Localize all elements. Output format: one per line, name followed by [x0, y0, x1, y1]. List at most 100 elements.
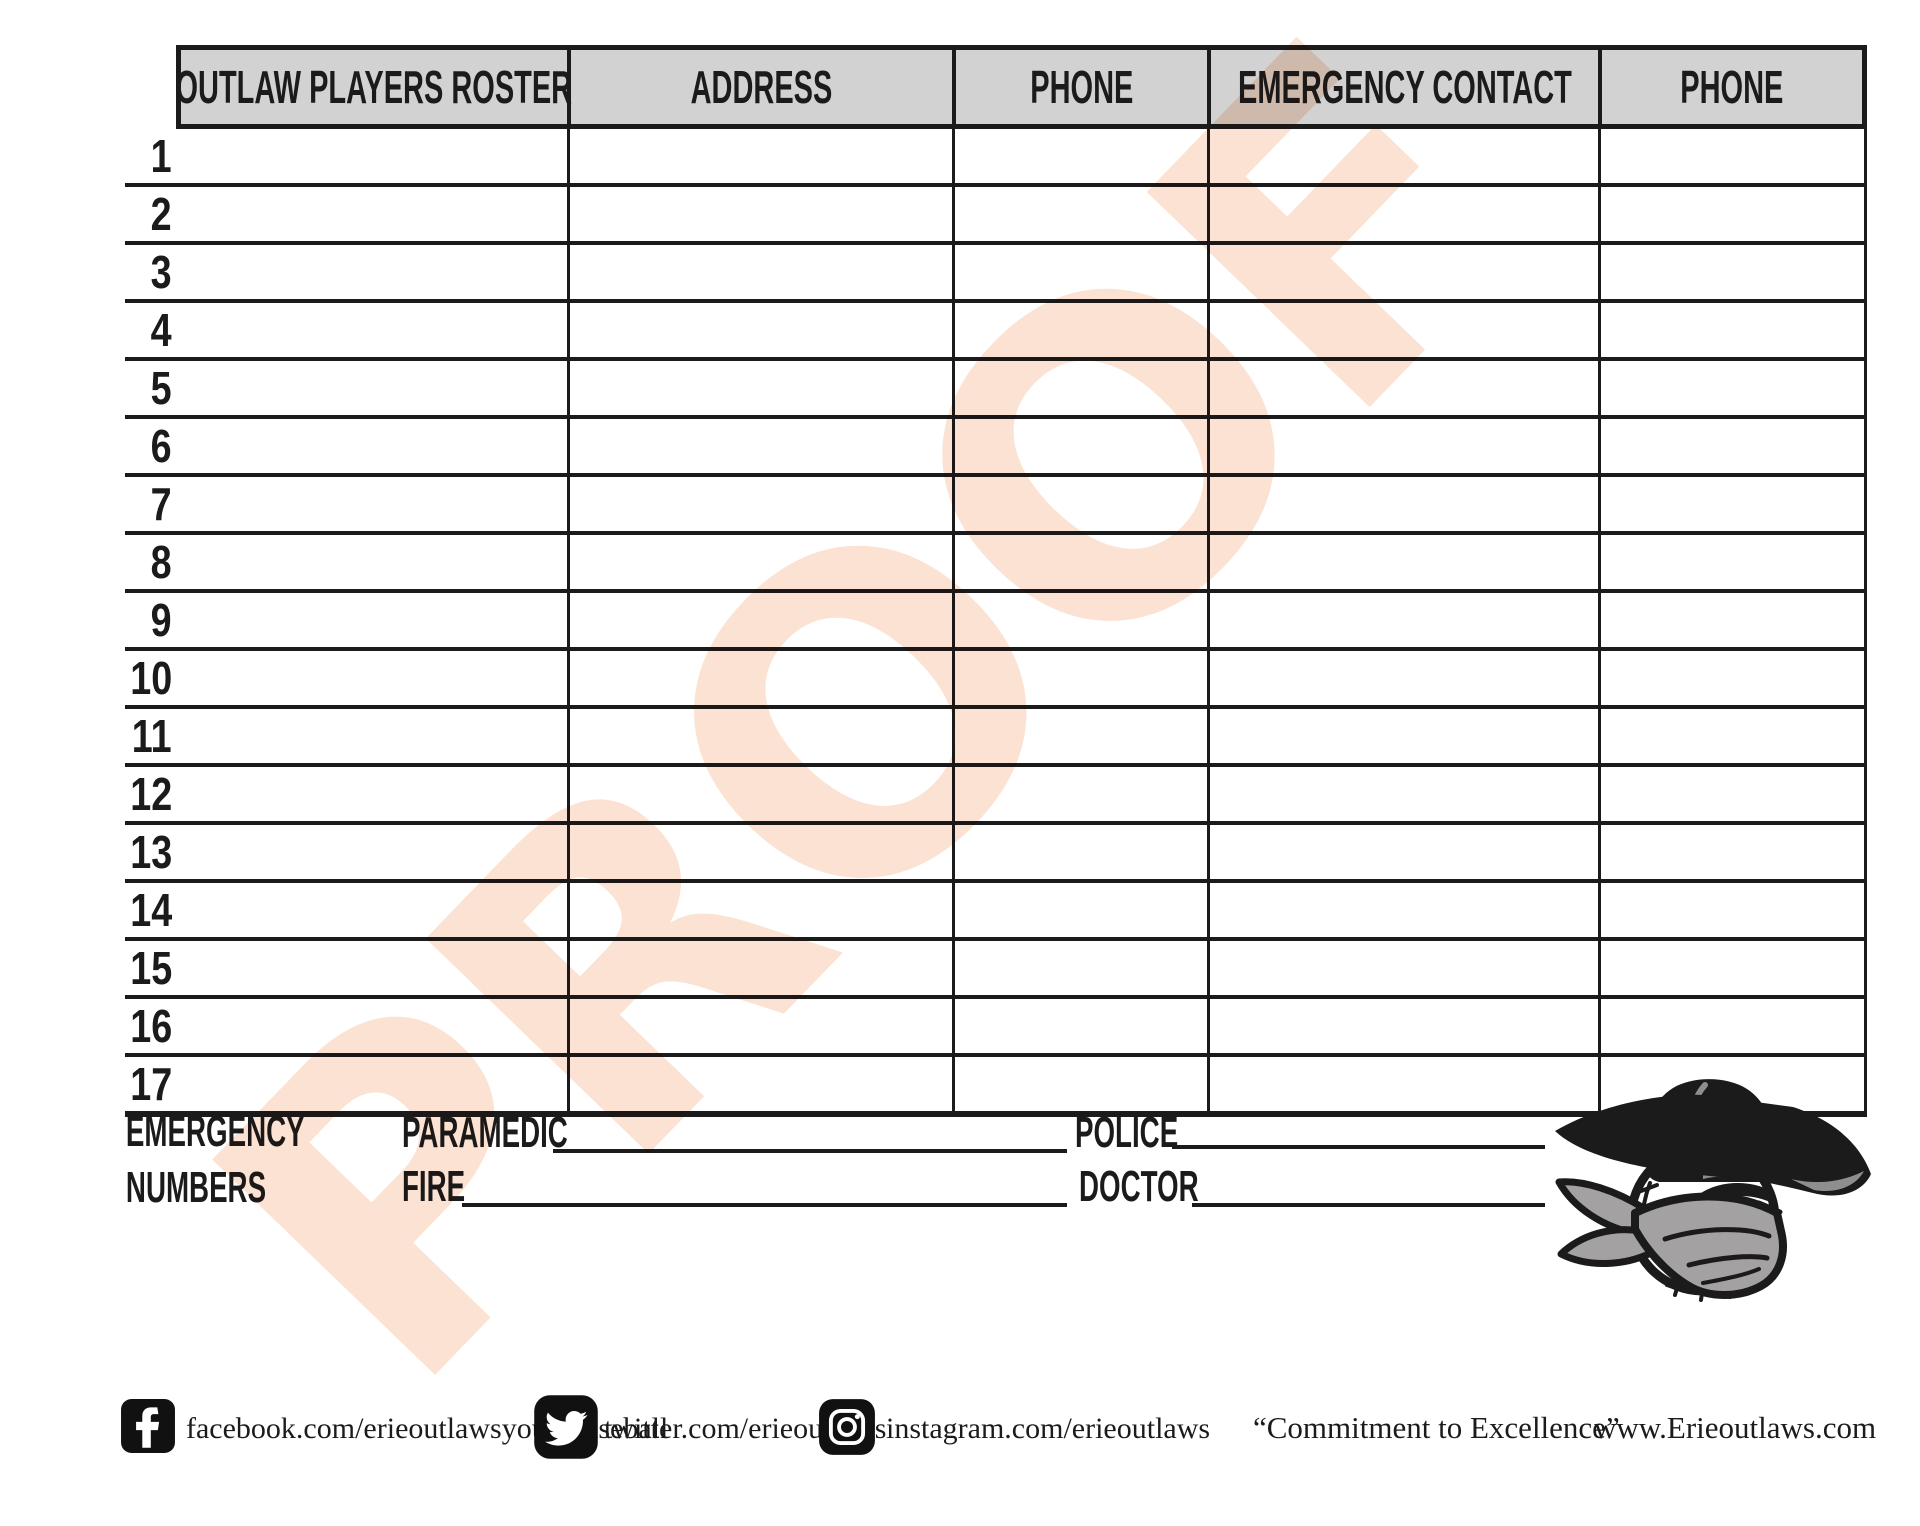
emergency-phone-cell[interactable] [1598, 361, 1867, 415]
table-row: 12 [125, 767, 1867, 825]
emergency-phone-cell[interactable] [1598, 941, 1867, 995]
player-name-cell[interactable] [176, 129, 567, 183]
emergency-contact-cell[interactable] [1207, 593, 1598, 647]
emergency-contact-cell[interactable] [1207, 941, 1598, 995]
address-cell[interactable] [567, 941, 952, 995]
player-name-cell[interactable] [176, 593, 567, 647]
phone-cell[interactable] [952, 477, 1207, 531]
emergency-contact-cell[interactable] [1207, 709, 1598, 763]
phone-cell[interactable] [952, 361, 1207, 415]
address-cell[interactable] [567, 767, 952, 821]
emergency-contact-cell[interactable] [1207, 651, 1598, 705]
emergency-phone-cell[interactable] [1598, 535, 1867, 589]
instagram-link[interactable]: instagram.com/erieoutlaws [886, 1412, 1211, 1445]
row-number: 6 [151, 420, 172, 472]
address-cell[interactable] [567, 477, 952, 531]
emergency-contact-cell[interactable] [1207, 245, 1598, 299]
player-name-cell[interactable] [176, 999, 567, 1053]
phone-cell[interactable] [952, 187, 1207, 241]
emergency-contact-cell[interactable] [1207, 187, 1598, 241]
fire-blank-line[interactable] [462, 1203, 1067, 1207]
player-name-cell[interactable] [176, 419, 567, 473]
emergency-phone-cell[interactable] [1598, 419, 1867, 473]
player-name-cell[interactable] [176, 477, 567, 531]
phone-cell[interactable] [952, 303, 1207, 357]
phone-cell[interactable] [952, 941, 1207, 995]
address-cell[interactable] [567, 303, 952, 357]
paramedic-blank-line[interactable] [553, 1149, 1067, 1153]
address-cell[interactable] [567, 129, 952, 183]
emergency-phone-cell[interactable] [1598, 593, 1867, 647]
emergency-phone-cell[interactable] [1598, 709, 1867, 763]
phone-cell[interactable] [952, 825, 1207, 879]
police-blank-line[interactable] [1172, 1145, 1545, 1149]
doctor-blank-line[interactable] [1192, 1203, 1545, 1207]
emergency-phone-cell[interactable] [1598, 477, 1867, 531]
address-cell[interactable] [567, 361, 952, 415]
player-name-cell[interactable] [176, 361, 567, 415]
emergency-phone-cell[interactable] [1598, 999, 1867, 1053]
table-row: 8 [125, 535, 1867, 593]
phone-cell[interactable] [952, 419, 1207, 473]
emergency-contact-cell[interactable] [1207, 477, 1598, 531]
player-name-cell[interactable] [176, 883, 567, 937]
address-cell[interactable] [567, 709, 952, 763]
emergency-phone-cell[interactable] [1598, 129, 1867, 183]
emergency-contact-cell[interactable] [1207, 825, 1598, 879]
emergency-contact-cell[interactable] [1207, 129, 1598, 183]
player-name-cell[interactable] [176, 535, 567, 589]
address-cell[interactable] [567, 883, 952, 937]
emergency-label-line2: NUMBERS [125, 1163, 267, 1212]
address-cell[interactable] [567, 651, 952, 705]
address-cell[interactable] [567, 593, 952, 647]
emergency-phone-cell[interactable] [1598, 883, 1867, 937]
emergency-contact-cell[interactable] [1207, 883, 1598, 937]
address-cell[interactable] [567, 825, 952, 879]
address-cell[interactable] [567, 999, 952, 1053]
header-phone-2: PHONE [1598, 50, 1862, 124]
address-cell[interactable] [567, 245, 952, 299]
phone-cell[interactable] [952, 651, 1207, 705]
phone-cell[interactable] [952, 593, 1207, 647]
phone-cell[interactable] [952, 883, 1207, 937]
emergency-contact-cell[interactable] [1207, 999, 1598, 1053]
address-cell[interactable] [567, 1057, 952, 1111]
emergency-contact-cell[interactable] [1207, 419, 1598, 473]
phone-cell[interactable] [952, 129, 1207, 183]
emergency-contact-cell[interactable] [1207, 767, 1598, 821]
emergency-phone-cell[interactable] [1598, 187, 1867, 241]
address-cell[interactable] [567, 535, 952, 589]
phone-cell[interactable] [952, 999, 1207, 1053]
phone-cell[interactable] [952, 535, 1207, 589]
player-name-cell[interactable] [176, 651, 567, 705]
emergency-phone-cell[interactable] [1598, 303, 1867, 357]
phone-cell[interactable] [952, 1057, 1207, 1111]
emergency-contact-cell[interactable] [1207, 303, 1598, 357]
address-cell[interactable] [567, 419, 952, 473]
phone-cell[interactable] [952, 767, 1207, 821]
address-cell[interactable] [567, 187, 952, 241]
emergency-phone-cell[interactable] [1598, 825, 1867, 879]
website-url: www.Erieoutlaws.com [1594, 1410, 1877, 1445]
player-name-cell[interactable] [176, 245, 567, 299]
player-name-cell[interactable] [176, 1057, 567, 1111]
player-name-cell[interactable] [176, 709, 567, 763]
emergency-contact-cell[interactable] [1207, 361, 1598, 415]
player-name-cell[interactable] [176, 187, 567, 241]
emergency-phone-cell[interactable] [1598, 1057, 1867, 1111]
emergency-phone-cell[interactable] [1598, 245, 1867, 299]
phone-cell[interactable] [952, 245, 1207, 299]
player-name-cell[interactable] [176, 767, 567, 821]
row-number: 15 [130, 942, 172, 994]
player-name-cell[interactable] [176, 941, 567, 995]
table-row: 2 [125, 187, 1867, 245]
phone-cell[interactable] [952, 709, 1207, 763]
player-name-cell[interactable] [176, 303, 567, 357]
emergency-phone-cell[interactable] [1598, 767, 1867, 821]
table-row: 10 [125, 651, 1867, 709]
emergency-phone-cell[interactable] [1598, 651, 1867, 705]
player-name-cell[interactable] [176, 825, 567, 879]
emergency-contact-cell[interactable] [1207, 535, 1598, 589]
emergency-contact-cell[interactable] [1207, 1057, 1598, 1111]
row-number: 5 [151, 362, 172, 414]
